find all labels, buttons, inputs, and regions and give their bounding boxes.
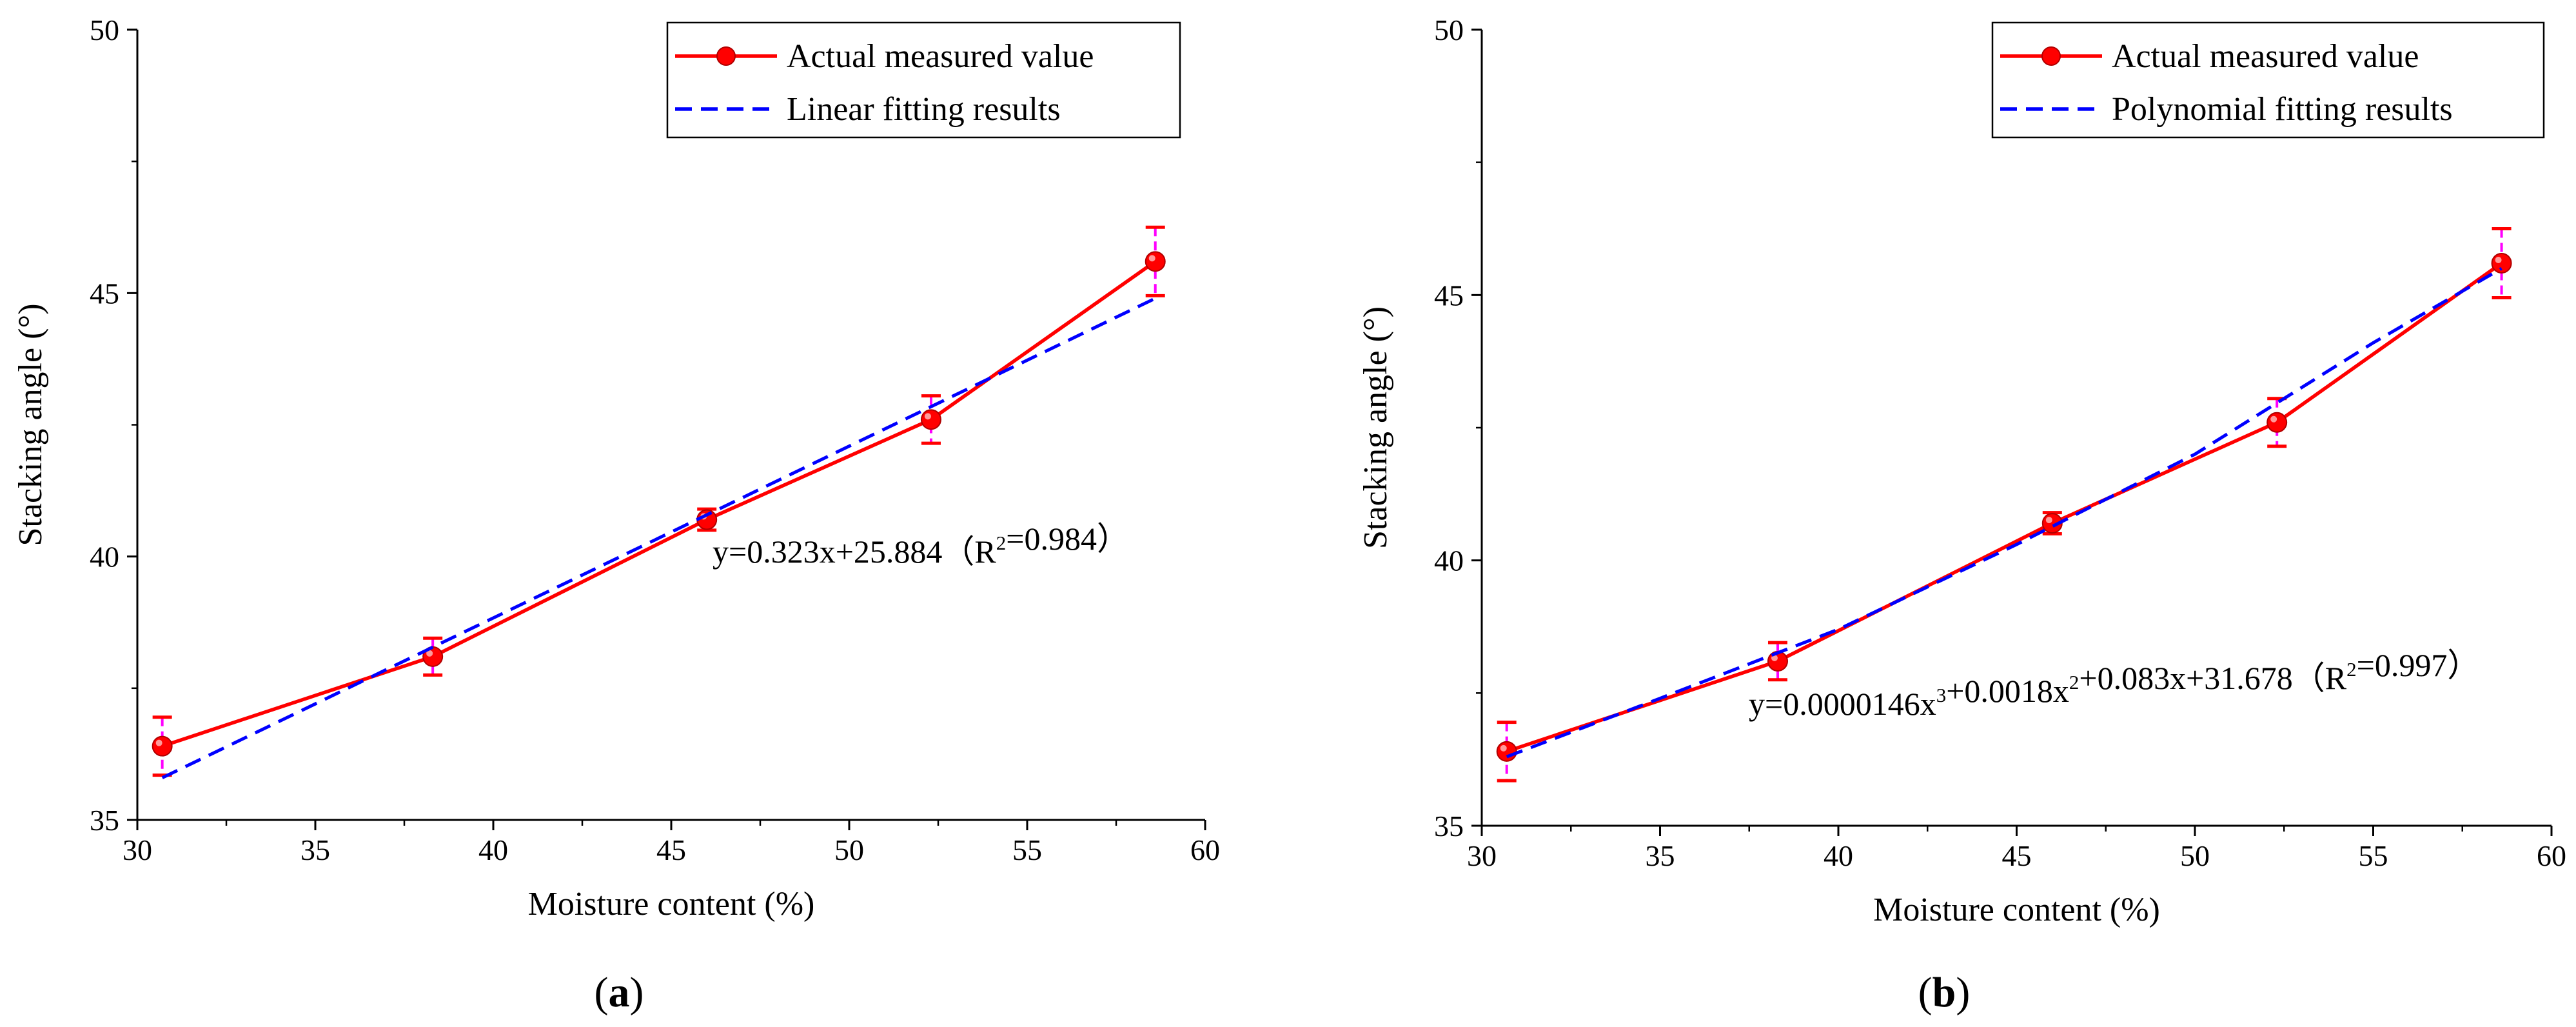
fit-line [1506, 267, 2502, 759]
panel-label-letter: a [609, 969, 630, 1016]
y-axis-label: Stacking angle (°) [12, 303, 49, 546]
y-tick-label: 35 [1434, 810, 1464, 843]
x-tick-label: 30 [123, 833, 152, 866]
equation-text: +0.083x+31.678（R [2079, 660, 2346, 696]
x-axis-label: Moisture content (%) [1873, 892, 2160, 928]
data-point-highlight [924, 413, 931, 420]
x-tick-label: 30 [1467, 839, 1497, 872]
x-tick-label: 50 [2180, 839, 2210, 872]
legend-swatch-marker [2041, 46, 2061, 66]
data-point-highlight [2495, 256, 2502, 263]
x-tick-label: 45 [656, 833, 686, 866]
x-tick-label: 40 [478, 833, 508, 866]
x-tick-label: 45 [2002, 839, 2032, 872]
equation-text: +0.0018x [1946, 673, 2069, 709]
data-point-highlight [155, 739, 162, 746]
data-point [1145, 251, 1166, 272]
data-point-highlight [2045, 517, 2052, 524]
legend-box [1991, 21, 2545, 139]
legend-box [666, 21, 1181, 139]
data-point-highlight [426, 650, 433, 657]
x-tick-label: 60 [2537, 839, 2566, 872]
fit-equation: y=0.323x+25.884（R2=0.984） [713, 521, 1129, 570]
y-tick-label: 50 [90, 14, 119, 46]
x-tick-label: 55 [1012, 833, 1042, 866]
equation-superscript: 2 [996, 532, 1007, 554]
data-point [152, 735, 173, 757]
equation-text: =0.997） [2357, 647, 2480, 683]
fit-equation: y=0.0000146x3+0.0018x2+0.083x+31.678（R2=… [1749, 647, 2479, 722]
y-axis-label: Stacking angle (°) [1357, 306, 1394, 549]
equation-superscript: 2 [2346, 658, 2357, 681]
data-point [1496, 741, 1517, 762]
panel-label-paren: ) [1956, 969, 1970, 1016]
x-tick-label: 50 [834, 833, 864, 866]
data-point [2266, 412, 2288, 433]
equation-text: y=0.0000146x [1749, 686, 1936, 722]
data-point-highlight [1148, 255, 1155, 262]
data-point-highlight [2270, 415, 2277, 423]
x-tick-label: 35 [300, 833, 330, 866]
y-tick-label: 50 [1434, 14, 1464, 46]
x-tick-label: 40 [1824, 839, 1853, 872]
panel-label-letter: b [1932, 969, 1956, 1016]
panel-label-paren: ) [630, 969, 644, 1016]
legend-label: Actual measured value [2112, 38, 2419, 75]
legend-label: Polynomial fitting results [2112, 91, 2453, 128]
equation-superscript: 2 [2069, 671, 2079, 693]
y-tick-label: 45 [90, 277, 119, 310]
legend-swatch-marker [716, 46, 736, 66]
equation-superscript: 3 [1936, 684, 1947, 706]
panel-label-paren: ( [1918, 969, 1932, 1016]
y-tick-label: 45 [1434, 279, 1464, 312]
panel-label: (b) [1918, 969, 1971, 1016]
y-tick-label: 35 [90, 804, 119, 837]
panel-label-paren: ( [595, 969, 609, 1016]
legend-label: Linear fitting results [787, 91, 1061, 128]
measured-line [161, 260, 1157, 748]
equation-text: =0.984） [1006, 521, 1129, 557]
x-tick-label: 60 [1190, 833, 1220, 866]
x-tick-label: 55 [2359, 839, 2388, 872]
fit-line [161, 297, 1156, 779]
data-point [920, 409, 941, 430]
panel-label: (a) [595, 969, 644, 1016]
equation-text: y=0.323x+25.884（R [713, 533, 996, 570]
y-tick-label: 40 [90, 541, 119, 573]
x-axis-label: Moisture content (%) [528, 886, 815, 922]
x-tick-label: 35 [1646, 839, 1675, 872]
data-point-highlight [1500, 744, 1507, 752]
y-tick-label: 40 [1434, 544, 1464, 577]
legend-label: Actual measured value [787, 38, 1094, 75]
